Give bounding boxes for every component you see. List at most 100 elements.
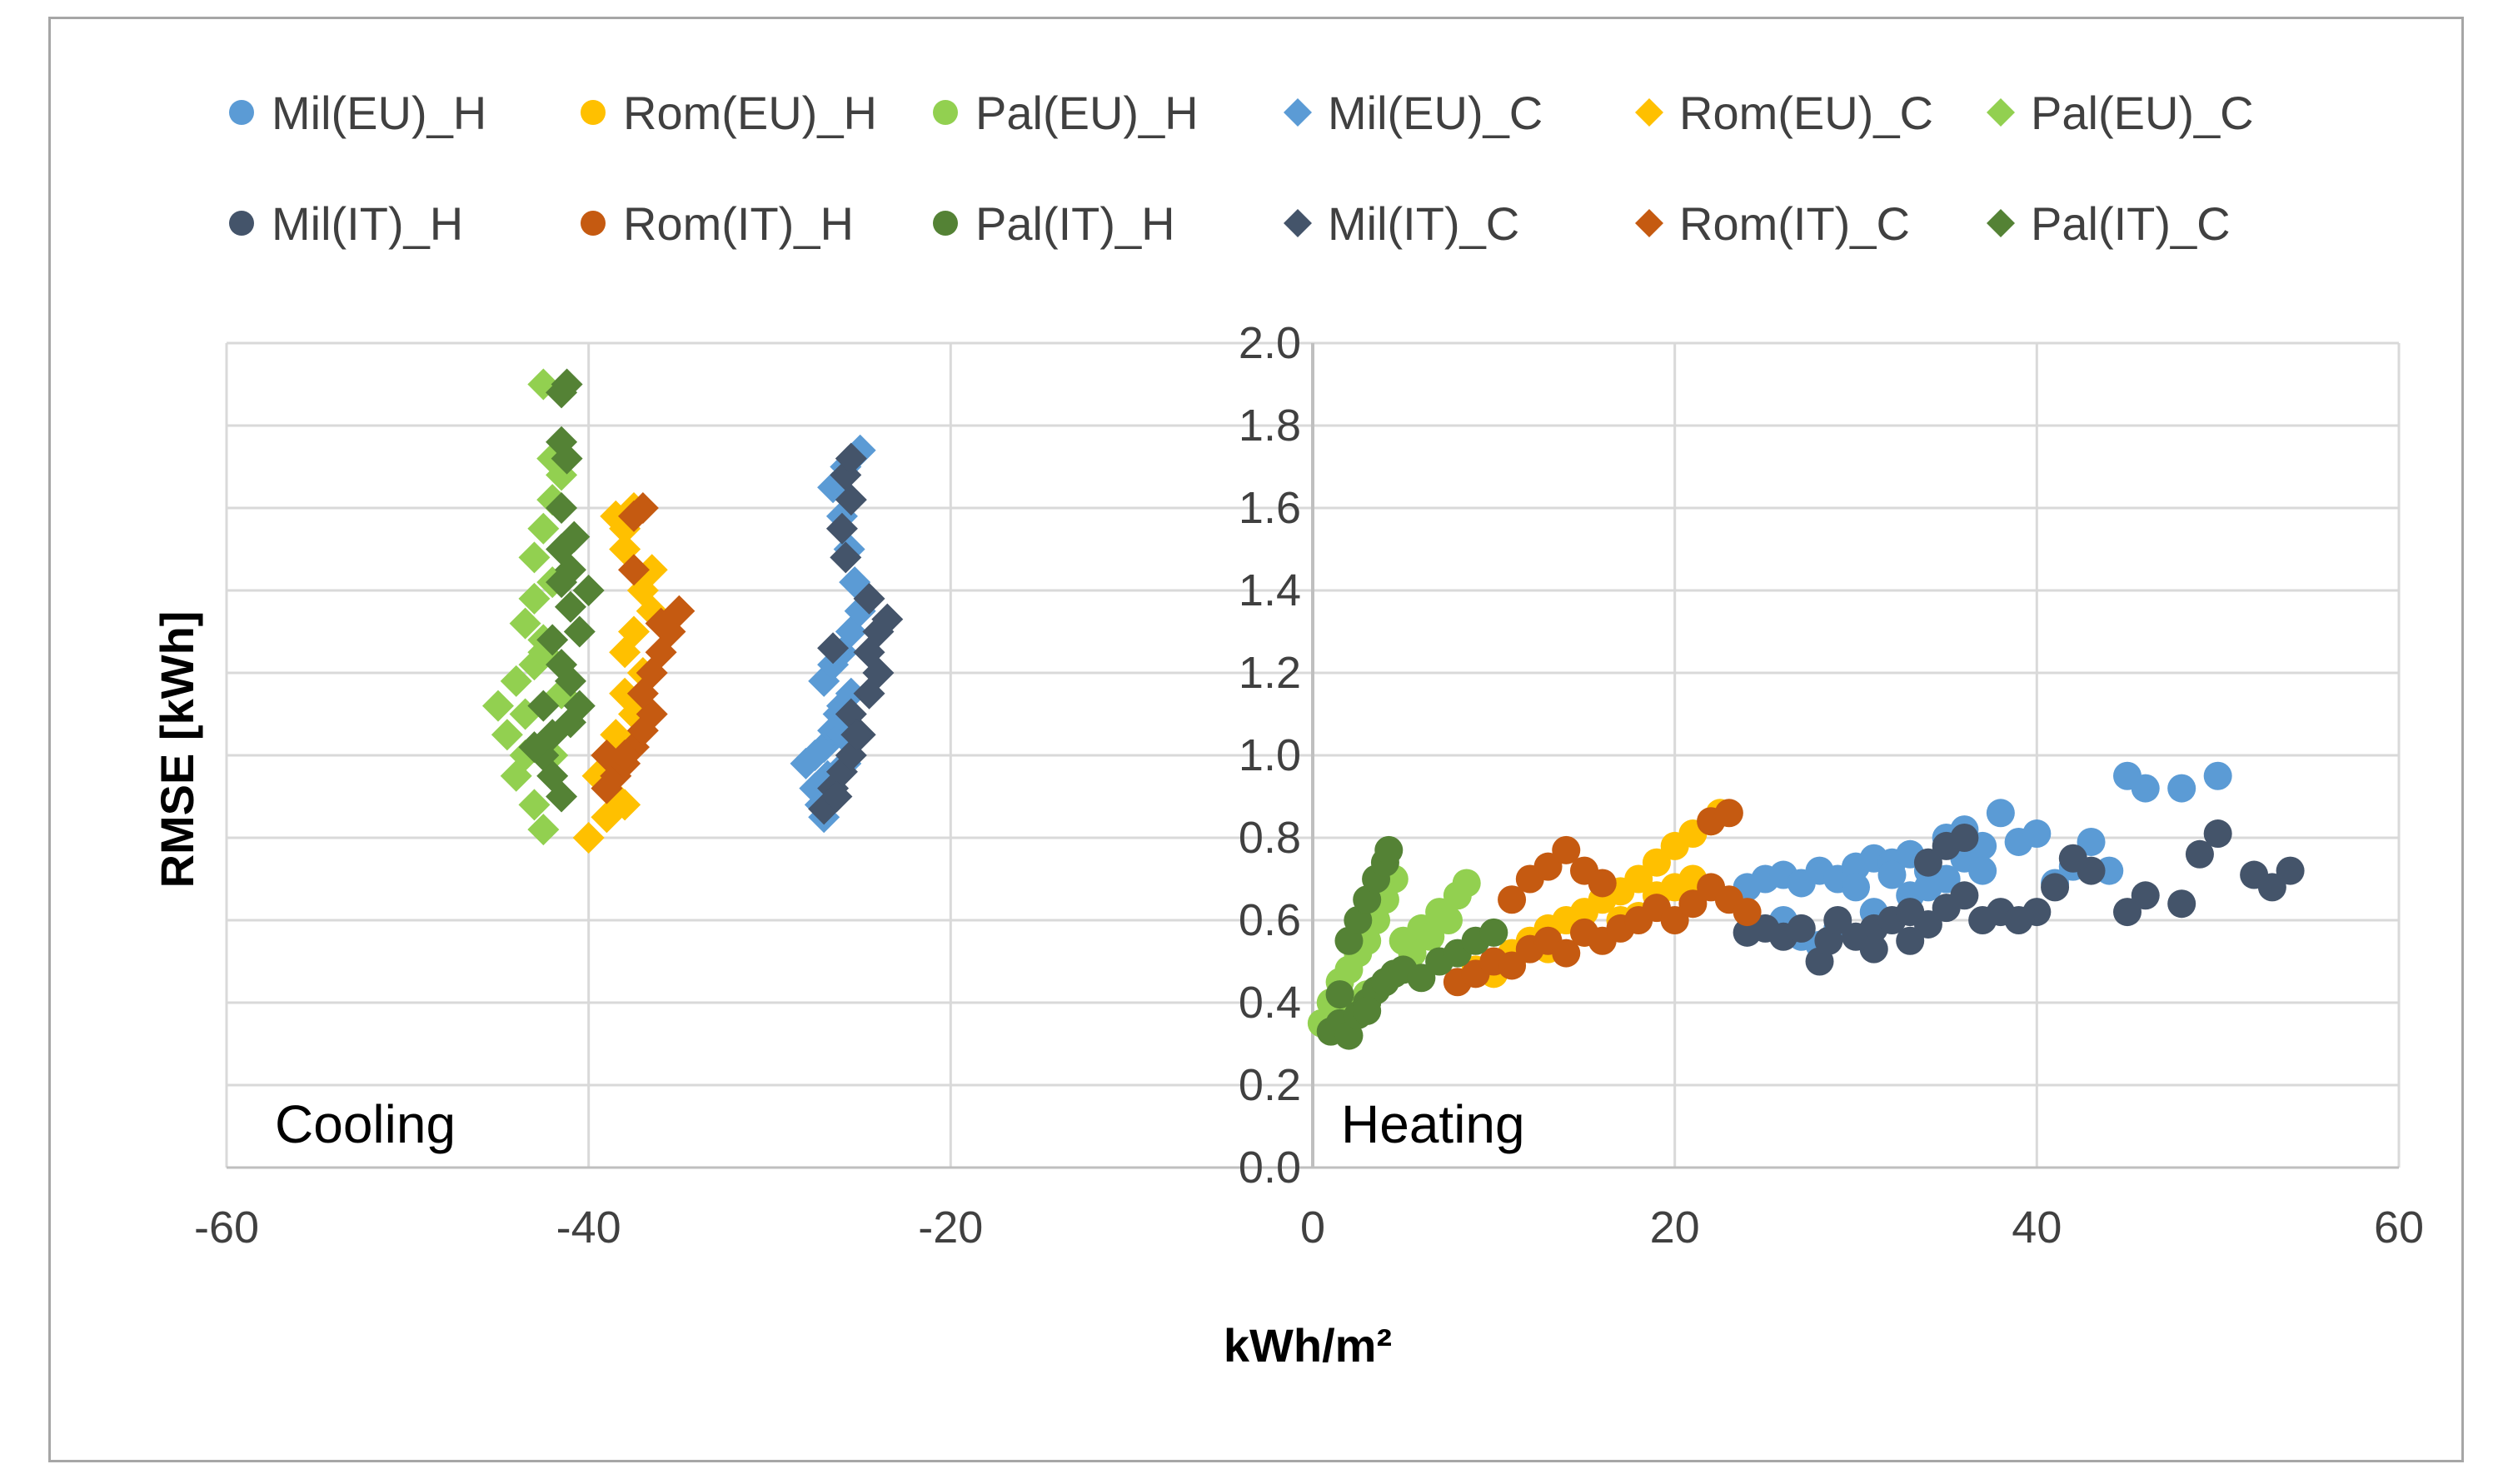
legend-label: Mil(EU)_C — [1328, 87, 1543, 139]
data-point — [551, 368, 583, 401]
data-point — [546, 649, 578, 681]
x-tick-label: -40 — [556, 1203, 621, 1252]
data-point — [536, 624, 569, 656]
data-point — [645, 607, 677, 640]
legend-item[interactable]: Mil(EU)_C — [1284, 87, 1543, 139]
data-point — [1479, 918, 1508, 947]
series-Mil(IT)_C — [808, 442, 904, 825]
data-point — [1498, 885, 1527, 914]
data-point — [1823, 906, 1852, 934]
data-point — [835, 677, 867, 710]
data-point — [2276, 856, 2305, 885]
data-point — [799, 740, 831, 771]
data-point — [1353, 996, 1382, 1025]
y-tick-label: 0.4 — [1239, 978, 1301, 1028]
data-point — [2167, 774, 2196, 803]
cooling-label: Cooling — [275, 1094, 456, 1154]
x-axis-title: kWh/m² — [1224, 1319, 1392, 1372]
data-point — [1624, 864, 1653, 894]
data-point — [2131, 774, 2160, 803]
legend-item[interactable]: Mil(IT)_H — [229, 197, 463, 250]
legend-marker — [1635, 209, 1663, 237]
legend-item[interactable]: Pal(IT)_H — [933, 197, 1175, 250]
y-tick-label: 2.0 — [1239, 318, 1301, 368]
series-Pal(IT)_H — [1316, 835, 1508, 1050]
data-point — [2131, 881, 2160, 910]
data-point — [2257, 873, 2286, 902]
legend-item[interactable]: Mil(EU)_H — [229, 87, 486, 139]
legend-marker — [1635, 98, 1663, 127]
data-point — [1877, 860, 1907, 889]
data-point — [1714, 799, 1743, 828]
data-point — [1552, 835, 1581, 864]
data-point — [853, 582, 885, 615]
legend-item[interactable]: Rom(EU)_C — [1635, 87, 1933, 139]
series-Mil(IT)_H — [1733, 819, 2305, 976]
tick-labels: 0.0 0.2 0.4 0.6 0.8 1.0 1.2 1.4 1.6 1.8 2.0 -60 -40 -… — [194, 318, 2424, 1252]
data-point — [591, 740, 623, 771]
data-point — [1325, 980, 1354, 1009]
legend-item[interactable]: Rom(IT)_C — [1635, 197, 1910, 250]
data-point — [1950, 881, 1979, 910]
data-point — [527, 512, 560, 545]
legend-marker — [229, 100, 254, 125]
data-point — [1407, 964, 1436, 993]
data-point — [518, 582, 551, 615]
legend-marker — [1284, 98, 1312, 127]
legend-label: Mil(EU)_H — [272, 87, 486, 139]
legend-item[interactable]: Pal(EU)_C — [1987, 87, 2254, 139]
x-tick-label: 40 — [2012, 1203, 2062, 1252]
data-point — [527, 814, 560, 846]
data-point — [1434, 906, 1463, 934]
y-tick-label: 0.8 — [1239, 813, 1301, 863]
data-point — [835, 442, 867, 475]
data-point — [840, 719, 873, 751]
data-point — [1452, 869, 1481, 898]
x-tick-label: 0 — [1300, 1203, 1325, 1252]
data-point — [825, 512, 858, 545]
legend-label: Rom(EU)_H — [623, 87, 877, 139]
data-point — [1552, 939, 1581, 968]
legend-marker — [1987, 209, 2015, 237]
data-point — [2185, 839, 2214, 869]
legend-item[interactable]: Rom(EU)_H — [581, 87, 877, 139]
data-point — [1913, 848, 1942, 877]
data-point — [518, 789, 551, 821]
chart-frame — [48, 17, 2464, 1462]
data-point — [2203, 819, 2232, 849]
data-point — [1913, 909, 1942, 939]
data-point — [509, 607, 541, 640]
data-point — [482, 690, 514, 722]
data-point — [1859, 934, 1888, 964]
series-Rom(EU)_C — [572, 492, 668, 854]
legend-item[interactable]: Rom(IT)_H — [581, 197, 854, 250]
data-point — [572, 822, 605, 854]
data-point — [518, 541, 551, 574]
data-point — [830, 541, 862, 574]
data-point — [817, 632, 850, 665]
legend-item[interactable]: Pal(EU)_H — [933, 87, 1199, 139]
data-point — [618, 500, 650, 532]
data-point — [527, 690, 560, 722]
y-tick-label: 1.0 — [1239, 730, 1301, 780]
data-point — [618, 615, 650, 648]
legend-item[interactable]: Mil(IT)_C — [1284, 197, 1519, 250]
data-point — [609, 677, 641, 710]
data-point — [1932, 831, 1961, 860]
legend-marker — [229, 211, 254, 236]
data-point — [835, 484, 867, 516]
legend-label: Pal(IT)_H — [975, 197, 1175, 250]
data-point — [2167, 889, 2196, 919]
heating-label: Heating — [1341, 1094, 1525, 1154]
data-point — [2077, 856, 2106, 885]
legend-label: Pal(IT)_C — [2031, 197, 2231, 250]
y-tick-label: 1.2 — [1239, 648, 1301, 698]
legend-item[interactable]: Pal(IT)_C — [1987, 197, 2231, 250]
data-point — [2077, 827, 2106, 856]
series-Rom(IT)_C — [591, 492, 696, 804]
legend-label: Rom(IT)_C — [1679, 197, 1910, 250]
data-point — [636, 554, 668, 586]
legend-label: Rom(IT)_H — [623, 197, 854, 250]
data-point — [2113, 898, 2142, 927]
data-point — [1498, 951, 1527, 980]
